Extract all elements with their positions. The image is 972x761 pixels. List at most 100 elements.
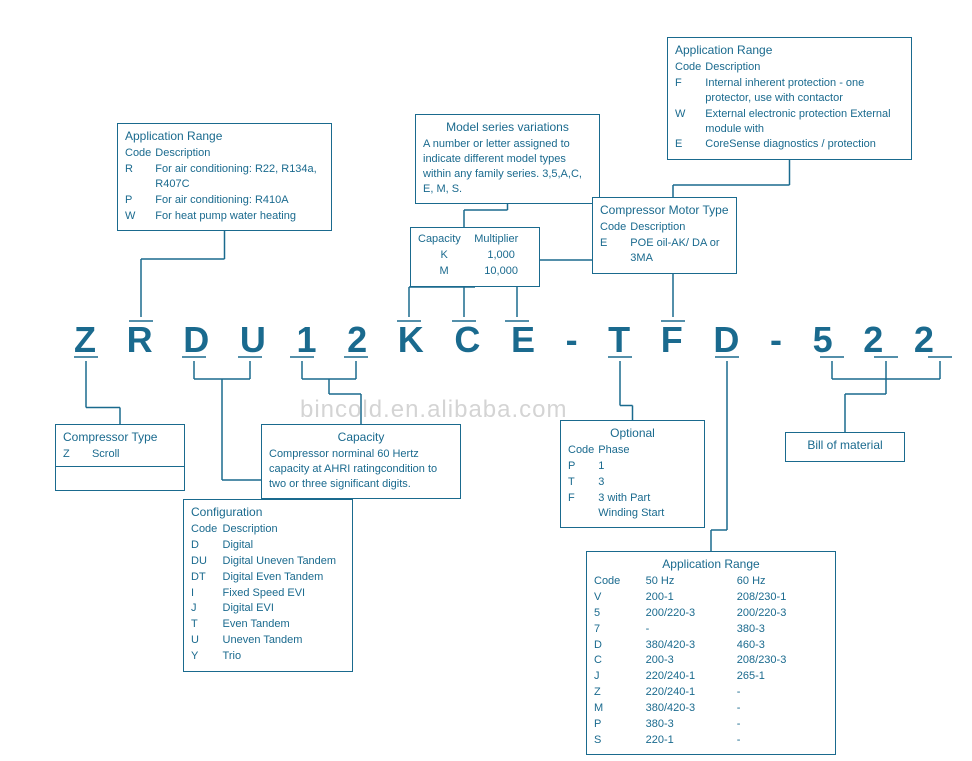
cell: -	[737, 701, 828, 717]
col-head: Code	[568, 443, 598, 459]
cell: -	[737, 733, 828, 749]
col-head: Phase	[598, 443, 697, 459]
cell: E	[675, 137, 705, 153]
cell: 208/230-3	[737, 653, 828, 669]
cell: CoreSense diagnostics / protection	[705, 137, 904, 153]
table-row: FInternal inherent protection - one prot…	[675, 76, 904, 107]
cell: D	[594, 638, 646, 654]
table-row: T3	[568, 475, 697, 491]
model-char-12: D	[713, 319, 739, 361]
model-char-8: E	[511, 319, 535, 361]
model-char-2: D	[183, 319, 209, 361]
box-app-range-protection: Application RangeCodeDescriptionFInterna…	[667, 37, 912, 160]
box-motor-type: Compressor Motor Type CodeDescriptionEPOE…	[592, 197, 737, 274]
box-table: CodeDescriptionDDigitalDUDigital Uneven …	[191, 522, 345, 665]
table-row: WFor heat pump water heating	[125, 209, 324, 225]
cell: R	[125, 162, 155, 193]
cell: V	[594, 590, 646, 606]
model-char-11: F	[661, 319, 683, 361]
col-head: Description	[223, 522, 345, 538]
table-row: J220/240-1265-1	[594, 669, 828, 685]
table-row: RFor air conditioning: R22, R134a, R407C	[125, 162, 324, 193]
table-row: WExternal electronic protection External…	[675, 107, 904, 138]
box-table: CapacityMultiplierK1,000M10,000	[418, 232, 532, 280]
table-row: 7-380-3	[594, 622, 828, 638]
table-row: C200-3208/230-3	[594, 653, 828, 669]
box-title: Application Range	[125, 128, 324, 144]
cell: S	[594, 733, 646, 749]
col-head: 60 Hz	[737, 574, 828, 590]
table-row: M10,000	[418, 264, 532, 280]
table-row: 5200/220-3200/220-3	[594, 606, 828, 622]
box-title: Application Range	[594, 556, 828, 572]
cell: -	[737, 685, 828, 701]
cell: Digital EVI	[223, 601, 345, 617]
box-table: CodeDescriptionEPOE oil-AK/ DA or 3MA	[600, 220, 729, 267]
model-char-15: 2	[863, 319, 883, 361]
box-table: CodePhaseP1T3F3 with Part Winding Start	[568, 443, 697, 521]
model-char-9: -	[566, 319, 578, 361]
cell: For air conditioning: R22, R134a, R407C	[155, 162, 324, 193]
cell: F	[675, 76, 705, 107]
cell: Digital	[223, 538, 345, 554]
model-char-1: R	[127, 319, 153, 361]
cell: 265-1	[737, 669, 828, 685]
box-app-range-refrigerant: Application RangeCodeDescriptionRFor air…	[117, 123, 332, 231]
cell: For heat pump water heating	[155, 209, 324, 225]
cell: Scroll	[92, 447, 177, 463]
cell: Internal inherent protection - one prote…	[705, 76, 904, 107]
watermark-text: bincold.en.alibaba.com	[300, 396, 568, 424]
table-row: M380/420-3-	[594, 701, 828, 717]
cell: 460-3	[737, 638, 828, 654]
box-table: CodeDescriptionFInternal inherent protec…	[675, 60, 904, 153]
cell: 200/220-3	[737, 606, 828, 622]
table-row: ECoreSense diagnostics / protection	[675, 137, 904, 153]
cell: DT	[191, 570, 223, 586]
table-row: DDigital	[191, 538, 345, 554]
cell: 380/420-3	[646, 701, 737, 717]
cell: DU	[191, 554, 223, 570]
model-char-5: 2	[347, 319, 367, 361]
model-char-4: 1	[296, 319, 316, 361]
cell: Uneven Tandem	[223, 633, 345, 649]
model-char-13: -	[770, 319, 782, 361]
table-row: Z220/240-1-	[594, 685, 828, 701]
table-row: V200-1208/230-1	[594, 590, 828, 606]
model-char-3: U	[240, 319, 266, 361]
model-char-6: K	[398, 319, 424, 361]
cell: 7	[594, 622, 646, 638]
cell: 1,000	[474, 248, 532, 264]
cell: Z	[63, 447, 92, 463]
cell: External electronic protection External …	[705, 107, 904, 138]
cell: Z	[594, 685, 646, 701]
table-row: EPOE oil-AK/ DA or 3MA	[600, 236, 729, 267]
box-model-series: Model series variationsA number or lette…	[415, 114, 600, 204]
model-char-7: C	[454, 319, 480, 361]
model-char-10: T	[608, 319, 630, 361]
cell: 200-1	[646, 590, 737, 606]
cell: For air conditioning: R410A	[155, 193, 324, 209]
table-row: DUDigital Uneven Tandem	[191, 554, 345, 570]
cell: 3	[598, 475, 697, 491]
col-head: Description	[630, 220, 729, 236]
box-body: A number or letter assigned to indicate …	[423, 137, 592, 196]
cell: Digital Uneven Tandem	[223, 554, 345, 570]
box-bill-of-material: Bill of material	[785, 432, 905, 462]
box-body: Compressor norminal 60 Hertz capacity at…	[269, 447, 453, 492]
cell: P	[125, 193, 155, 209]
box-app-range-voltage: Application RangeCode50 Hz60 HzV200-1208…	[586, 551, 836, 755]
table-row: JDigital EVI	[191, 601, 345, 617]
cell: I	[191, 586, 223, 602]
box-title: Compressor Motor Type	[600, 202, 729, 218]
col-head: Code	[191, 522, 223, 538]
table-row: S220-1-	[594, 733, 828, 749]
cell: P	[568, 459, 598, 475]
cell: W	[675, 107, 705, 138]
cell: T	[568, 475, 598, 491]
cell: 220/240-1	[646, 669, 737, 685]
table-row: DTDigital Even Tandem	[191, 570, 345, 586]
box-title: Compressor Type	[63, 429, 177, 445]
cell: 3 with Part Winding Start	[598, 491, 697, 522]
box-table: Code50 Hz60 HzV200-1208/230-15200/220-32…	[594, 574, 828, 748]
model-char-16: 2	[914, 319, 934, 361]
